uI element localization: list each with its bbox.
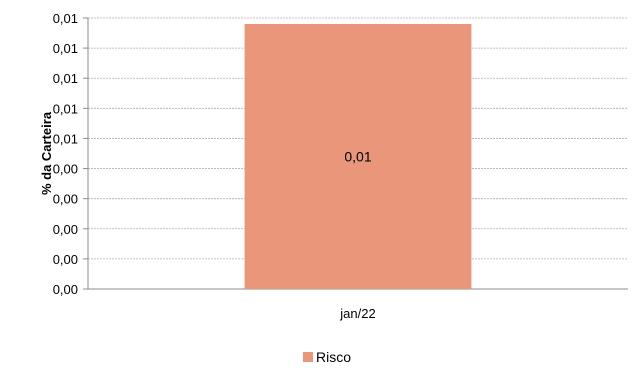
y-tick-label: 0,01 <box>53 131 78 146</box>
y-tick-labels: 0,00 0,00 0,00 0,00 0,00 0,01 0,01 0,01 0,01 0,01 <box>53 11 78 297</box>
x-tick-labels: jan/22 <box>339 306 375 321</box>
y-tick-label: 0,00 <box>53 162 78 177</box>
y-tick-label: 0,00 <box>53 222 78 237</box>
y-tick-label: 0,00 <box>53 192 78 207</box>
y-tick-label: 0,01 <box>53 71 78 86</box>
y-tick-label: 0,01 <box>53 101 78 116</box>
bar <box>244 24 472 290</box>
legend-label: Risco <box>316 349 351 365</box>
y-tick-label: 0,01 <box>53 41 78 56</box>
x-tick-label: jan/22 <box>339 306 375 321</box>
y-tick-label: 0,01 <box>53 11 78 26</box>
legend-swatch <box>303 352 313 362</box>
y-axis-label: % da Carteira <box>39 111 54 195</box>
y-tick-label: 0,00 <box>53 252 78 267</box>
y-tick-label: 0,00 <box>53 282 78 297</box>
bar-data-label: 0,01 <box>344 149 371 165</box>
bars: 0,01 <box>244 24 472 290</box>
legend: Risco <box>303 349 351 365</box>
